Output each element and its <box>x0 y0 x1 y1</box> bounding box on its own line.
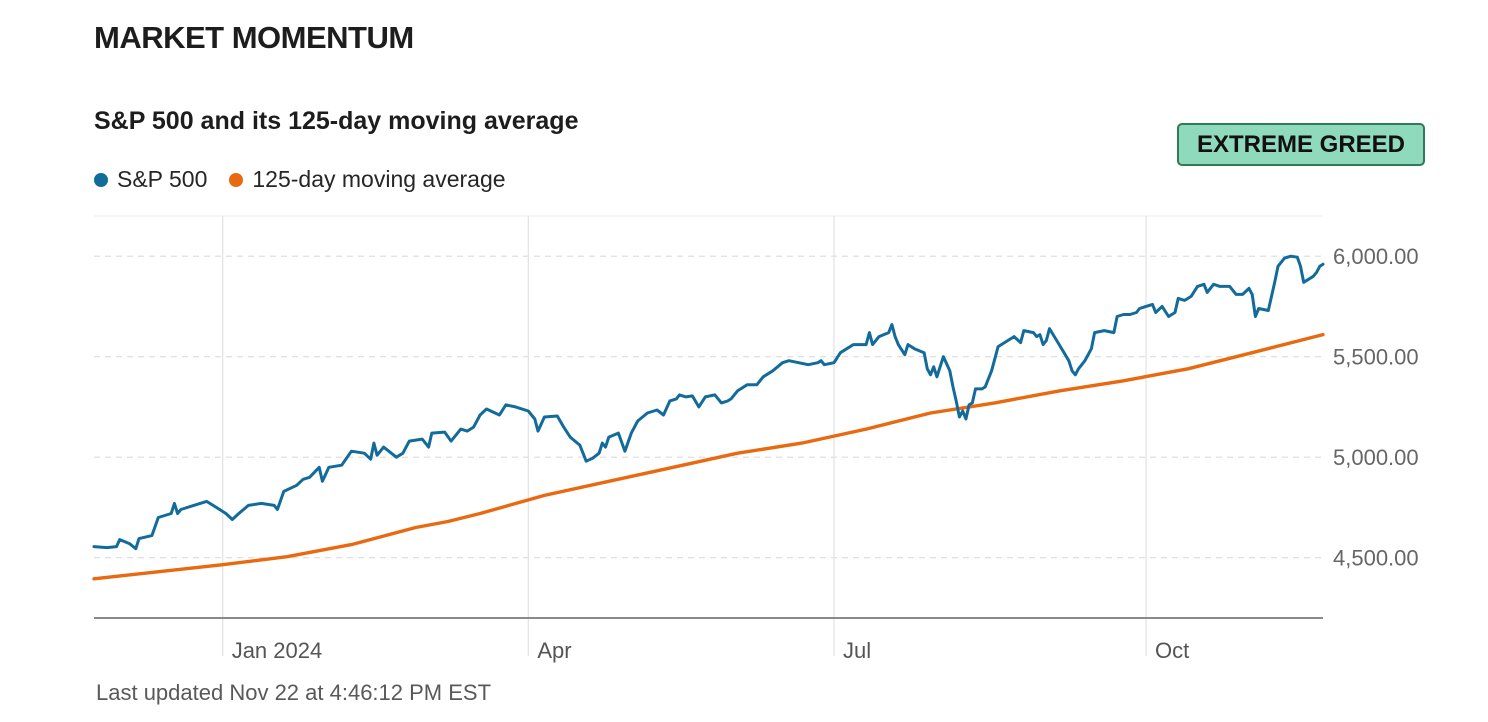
y-tick-label: 5,000.00 <box>1333 445 1419 470</box>
series-layer <box>92 254 1325 581</box>
sp500-line <box>92 254 1325 551</box>
page-title: MARKET MOMENTUM <box>94 20 414 55</box>
last-updated-text: Last updated Nov 22 at 4:46:12 PM EST <box>96 680 492 705</box>
x-tick-label: Apr <box>537 638 571 663</box>
chart-title: S&P 500 and its 125-day moving average <box>94 107 579 135</box>
sentiment-badge: EXTREME GREED <box>1177 123 1425 166</box>
legend-item-sp500[interactable]: S&P 500 <box>94 166 207 193</box>
legend-dot-sp500 <box>94 172 108 187</box>
x-tick-label: Oct <box>1155 638 1189 663</box>
legend-dot-moving-average <box>229 172 244 187</box>
legend-label-sp500: S&P 500 <box>117 166 208 192</box>
x-tick-label: Jan 2024 <box>232 638 323 663</box>
x-tick-label: Jul <box>843 638 871 663</box>
y-tick-label: 5,500.00 <box>1333 345 1419 370</box>
y-tick-label: 4,500.00 <box>1333 546 1419 571</box>
moving-average-line <box>92 332 1325 581</box>
y-tick-label: 6,000.00 <box>1333 244 1419 269</box>
label-layer: 6,000.00 5,500.00 5,000.00 4,500.00 Jan 2024… <box>232 244 1419 663</box>
legend-label-moving-average: 125-day moving average <box>252 166 506 192</box>
grid-layer <box>94 215 1323 656</box>
chart-legend: S&P 500 125-day moving average <box>94 166 528 193</box>
legend-item-moving-average[interactable]: 125-day moving average <box>229 166 506 193</box>
